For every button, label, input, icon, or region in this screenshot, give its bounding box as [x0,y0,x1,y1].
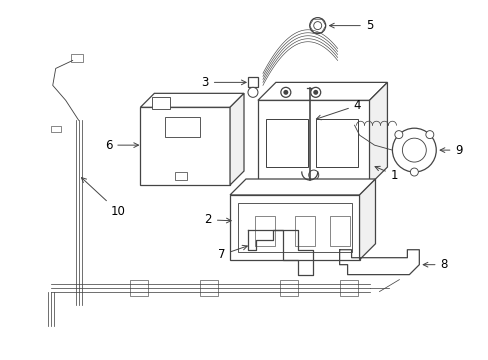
Bar [200,280,218,296]
Bar [254,216,274,246]
Text: 8: 8 [422,258,447,271]
Text: 7: 7 [218,245,247,261]
Circle shape [308,170,318,180]
Circle shape [394,131,402,139]
Text: 3: 3 [201,76,245,89]
Bar [71,54,82,62]
Circle shape [409,168,417,176]
Bar [165,117,200,137]
Circle shape [402,138,426,162]
Bar [329,216,349,246]
Bar [152,97,170,109]
Bar [175,172,187,180]
Text: 9: 9 [439,144,462,157]
Bar [130,280,148,296]
Circle shape [247,87,258,97]
Text: 1: 1 [374,166,397,181]
Circle shape [313,90,318,95]
Bar [279,280,297,296]
Bar [294,216,314,246]
Polygon shape [229,179,375,195]
Polygon shape [140,93,244,107]
Circle shape [283,90,288,95]
Bar [339,280,357,296]
Bar [265,119,307,167]
Circle shape [310,87,320,97]
Text: 4: 4 [316,99,361,120]
Polygon shape [369,82,386,185]
Bar [238,203,351,252]
Text: 6: 6 [104,139,138,152]
Circle shape [392,128,435,172]
Circle shape [425,131,433,139]
Polygon shape [359,179,375,260]
Bar [229,195,359,260]
Text: 5: 5 [329,19,372,32]
Bar [315,119,357,167]
Circle shape [309,18,325,33]
Polygon shape [229,93,244,185]
Circle shape [280,87,290,97]
Text: 10: 10 [81,177,126,219]
Bar [258,100,369,185]
Bar [51,126,61,132]
Bar [247,77,258,87]
Text: 2: 2 [204,213,231,226]
Polygon shape [258,82,386,100]
Bar [140,107,229,185]
Circle shape [313,22,321,30]
